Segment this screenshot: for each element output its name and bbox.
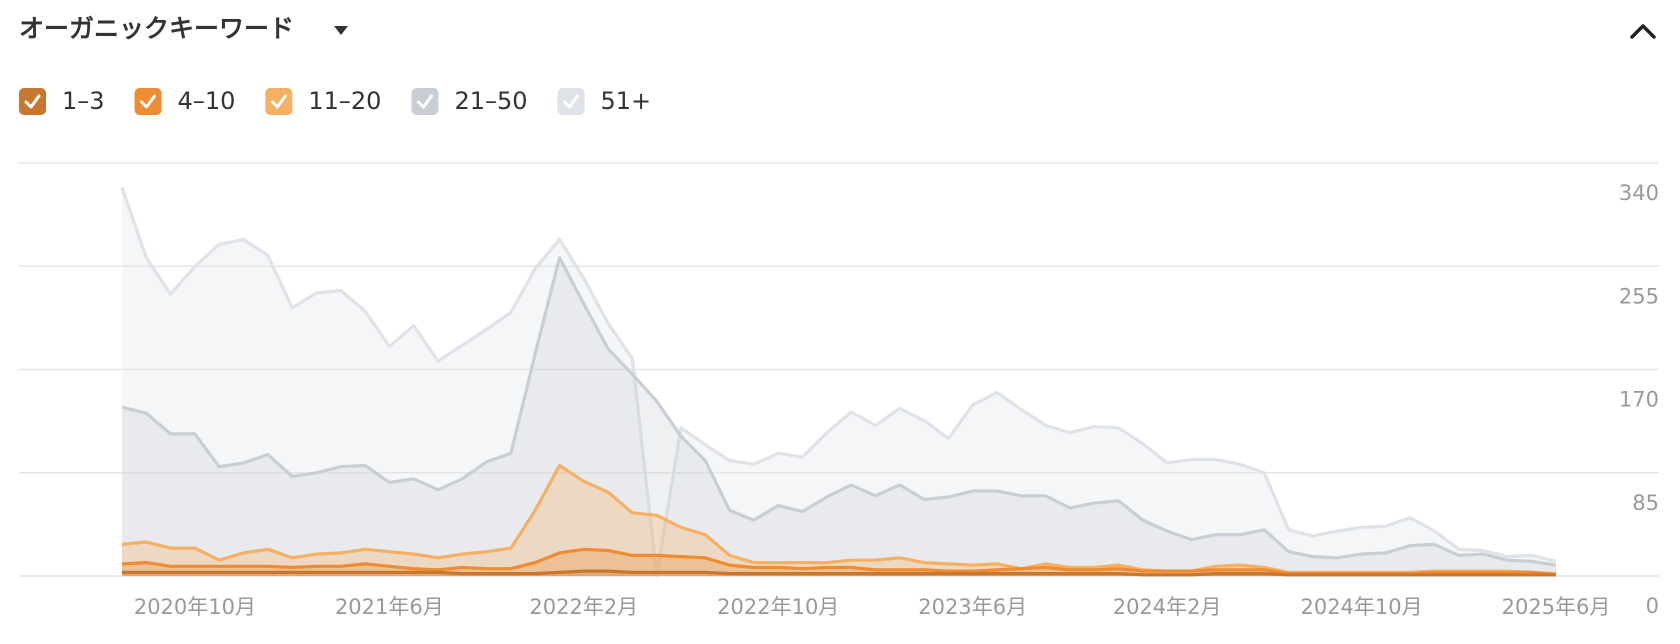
legend-label: 51+ <box>601 87 652 115</box>
y-tick-label: 0 <box>1646 594 1659 618</box>
series-group <box>120 186 1557 578</box>
legend-item[interactable]: 21–50 <box>411 87 528 115</box>
x-tick-label: 2024年10月 <box>1300 595 1422 619</box>
legend-check <box>24 94 41 109</box>
series-line <box>120 186 1557 578</box>
x-tick-label: 2023年6月 <box>918 595 1027 619</box>
legend-item[interactable]: 51+ <box>557 87 652 115</box>
collapse-icon[interactable] <box>1630 24 1656 39</box>
x-tick-label: 2024年2月 <box>1113 595 1222 619</box>
series-line <box>122 569 1556 577</box>
axes: 0 85 170 255 340 2020年10月 2021年6月 2022年2月 2022年1… <box>134 181 1659 619</box>
legend-check <box>270 94 287 109</box>
x-tick-label: 2020年10月 <box>134 595 256 619</box>
legend-check <box>416 94 433 109</box>
area-fill <box>122 187 1556 577</box>
x-tick-label: 2021年6月 <box>335 595 444 619</box>
legend-checkbox[interactable] <box>411 88 439 115</box>
y-tick-label: 170 <box>1619 388 1659 412</box>
legend-item[interactable]: 1–3 <box>19 87 105 115</box>
legend-checkbox[interactable] <box>265 88 293 115</box>
legend-label: 21–50 <box>454 87 527 115</box>
x-tick-label: 2022年2月 <box>529 595 638 619</box>
x-tick-label: 2022年10月 <box>717 595 839 619</box>
x-tick-label: 2025年6月 <box>1502 595 1611 619</box>
legend: 1–3 4–10 11–20 21–50 51+ <box>19 87 651 115</box>
legend-label: 4–10 <box>178 87 236 115</box>
y-tick-label: 85 <box>1632 491 1659 515</box>
y-tick-label: 255 <box>1619 284 1659 308</box>
legend-label: 1–3 <box>62 87 105 115</box>
legend-item[interactable]: 11–20 <box>265 87 381 115</box>
legend-check <box>563 94 580 109</box>
y-tick-label: 340 <box>1619 181 1659 205</box>
legend-label: 11–20 <box>308 87 381 115</box>
series-line <box>121 256 1557 567</box>
legend-checkbox[interactable] <box>134 88 162 115</box>
series-group <box>121 256 1557 576</box>
plot-area <box>120 186 1557 578</box>
area-fill <box>122 257 1556 576</box>
chart-title: オーガニックキーワード <box>19 14 294 43</box>
legend-checkbox[interactable] <box>19 88 46 115</box>
legend-item[interactable]: 4–10 <box>134 87 236 115</box>
legend-checkbox[interactable] <box>557 88 585 115</box>
title-dropdown-icon[interactable] <box>334 26 348 35</box>
legend-check <box>140 94 157 109</box>
series-group <box>122 569 1556 577</box>
